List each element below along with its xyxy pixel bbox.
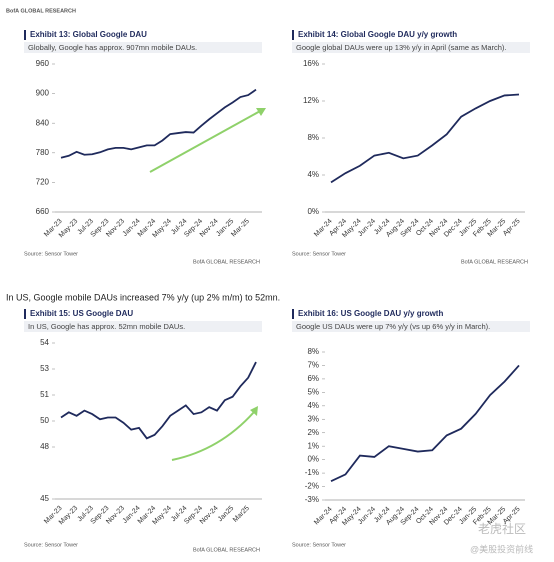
trend-arrow bbox=[171, 411, 255, 461]
y-tick-label: 4% bbox=[307, 170, 319, 179]
chart-title: Exhibit 15: US Google DAU bbox=[30, 309, 133, 318]
chart-title: Exhibit 14: Global Google DAU y/y growth bbox=[298, 30, 457, 39]
source: Source: Sensor Tower bbox=[292, 251, 346, 257]
chart-subtitle: In US, Google has approx. 52mn mobile DA… bbox=[28, 322, 185, 331]
y-tick-label: 7% bbox=[307, 361, 319, 370]
source: Source: Sensor Tower bbox=[24, 251, 78, 257]
y-tick-label: 53 bbox=[40, 364, 49, 373]
y-tick-label: 45 bbox=[40, 494, 49, 503]
y-tick-label: 12% bbox=[303, 96, 319, 105]
subtitle-box bbox=[24, 321, 262, 332]
y-tick-label: 6% bbox=[307, 374, 319, 383]
y-tick-label: 3% bbox=[307, 414, 319, 423]
title-marker bbox=[24, 30, 26, 40]
header: BofA GLOBAL RESEARCH bbox=[6, 8, 76, 14]
data-line bbox=[60, 361, 257, 440]
subtitle-box bbox=[292, 321, 530, 332]
title-marker bbox=[292, 309, 294, 319]
data-line bbox=[60, 88, 257, 159]
brand: BofA GLOBAL RESEARCH bbox=[461, 259, 528, 265]
y-tick-label: 840 bbox=[36, 118, 50, 127]
y-tick-label: 960 bbox=[36, 59, 50, 68]
y-tick-label: 2% bbox=[307, 428, 319, 437]
title-marker bbox=[24, 309, 26, 319]
arrow-head bbox=[250, 406, 258, 416]
watermark: 老虎社区 bbox=[478, 521, 526, 536]
y-tick-label: 0% bbox=[307, 455, 319, 464]
y-tick-label: 50 bbox=[40, 416, 49, 425]
y-tick-label: 900 bbox=[36, 89, 50, 98]
subtitle-box bbox=[292, 42, 530, 53]
y-tick-label: 0% bbox=[307, 207, 319, 216]
y-tick-label: 780 bbox=[36, 148, 50, 157]
y-tick-label: 54 bbox=[40, 338, 49, 347]
subtitle-box bbox=[24, 42, 262, 53]
arrow-head bbox=[256, 108, 266, 116]
data-line bbox=[330, 93, 520, 184]
trend-arrow bbox=[149, 109, 263, 173]
chart-title: Exhibit 13: Global Google DAU bbox=[30, 30, 147, 39]
y-tick-label: 8% bbox=[307, 133, 319, 142]
x-tick-label: Mar25 bbox=[232, 505, 251, 524]
brand: BofA GLOBAL RESEARCH bbox=[193, 547, 260, 553]
y-tick-label: 5% bbox=[307, 387, 319, 396]
y-tick-label: 8% bbox=[307, 347, 319, 356]
chart-title: Exhibit 16: US Google DAU y/y growth bbox=[298, 309, 443, 318]
data-line bbox=[330, 364, 520, 482]
watermark: @美股投资前线 bbox=[470, 543, 533, 554]
y-tick-label: 16% bbox=[303, 59, 319, 68]
y-tick-label: 4% bbox=[307, 401, 319, 410]
y-tick-label: -3% bbox=[305, 495, 319, 504]
y-tick-label: -2% bbox=[305, 482, 319, 491]
title-marker bbox=[292, 30, 294, 40]
source: Source: Sensor Tower bbox=[292, 542, 346, 548]
y-tick-label: 48 bbox=[40, 442, 49, 451]
source: Source: Sensor Tower bbox=[24, 542, 78, 548]
note: In US, Google mobile DAUs increased 7% y… bbox=[6, 292, 280, 302]
y-tick-label: 660 bbox=[36, 207, 50, 216]
y-tick-label: 1% bbox=[307, 441, 319, 450]
chart-subtitle: Google global DAUs were up 13% y/y in Ap… bbox=[296, 43, 507, 52]
y-tick-label: -1% bbox=[305, 468, 319, 477]
y-tick-label: 51 bbox=[40, 390, 49, 399]
chart-subtitle: Globally, Google has approx. 907mn mobil… bbox=[28, 43, 197, 52]
chart-subtitle: Google US DAUs were up 7% y/y (vs up 6% … bbox=[296, 322, 490, 331]
brand: BofA GLOBAL RESEARCH bbox=[193, 259, 260, 265]
y-tick-label: 720 bbox=[36, 178, 50, 187]
